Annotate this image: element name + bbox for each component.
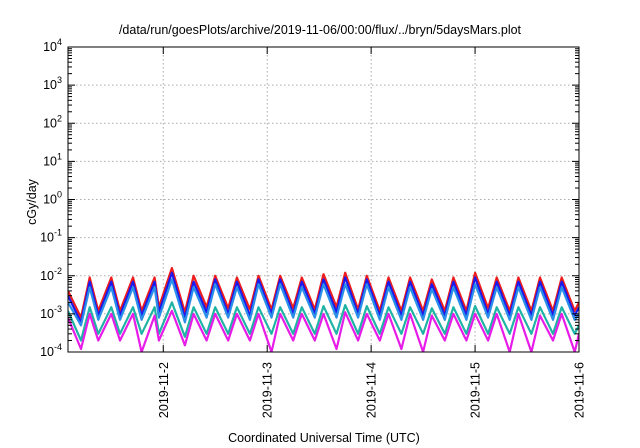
series-line-1: [68, 266, 579, 319]
series-line-2: [68, 271, 579, 324]
x-tick-label: 2019-11-2: [157, 362, 171, 418]
y-tick-label: 103: [43, 75, 62, 92]
chart-title: /data/run/goesPlots/archive/2019-11-06/0…: [119, 23, 522, 37]
x-tick-labels: 2019-11-2 2019-11-3 2019-11-4 2019-11-5 2019…: [157, 362, 587, 418]
y-tick-label: 102: [43, 113, 62, 130]
y-axis-label: cGy/day: [25, 178, 39, 225]
data-lines: [68, 266, 579, 352]
x-tick-label: 2019-11-4: [365, 362, 379, 418]
x-tick-label: 2019-11-3: [261, 362, 275, 418]
series-line-5: [68, 309, 579, 352]
axes: [67, 46, 580, 353]
y-tick-label: 10-3: [40, 304, 62, 321]
series-line-4: [68, 301, 579, 342]
y-tick-label: 10-2: [40, 266, 62, 283]
y-tick-label: 10-1: [40, 228, 62, 245]
x-tick-label: 2019-11-6: [573, 362, 587, 418]
y-tick-label: 101: [43, 151, 62, 168]
series-line-3: [68, 278, 579, 327]
grid-lines: [68, 47, 579, 352]
plot-frame: [67, 46, 580, 353]
y-tick-label: 100: [43, 190, 62, 207]
y-tick-label: 10-4: [40, 342, 62, 359]
y-tick-labels: 10-4 10-3 10-2 10-1 100 101 102 103 104: [40, 37, 62, 359]
x-tick-label: 2019-11-5: [469, 362, 483, 418]
y-tick-label: 104: [43, 37, 62, 54]
x-axis-label: Coordinated Universal Time (UTC): [228, 431, 420, 445]
